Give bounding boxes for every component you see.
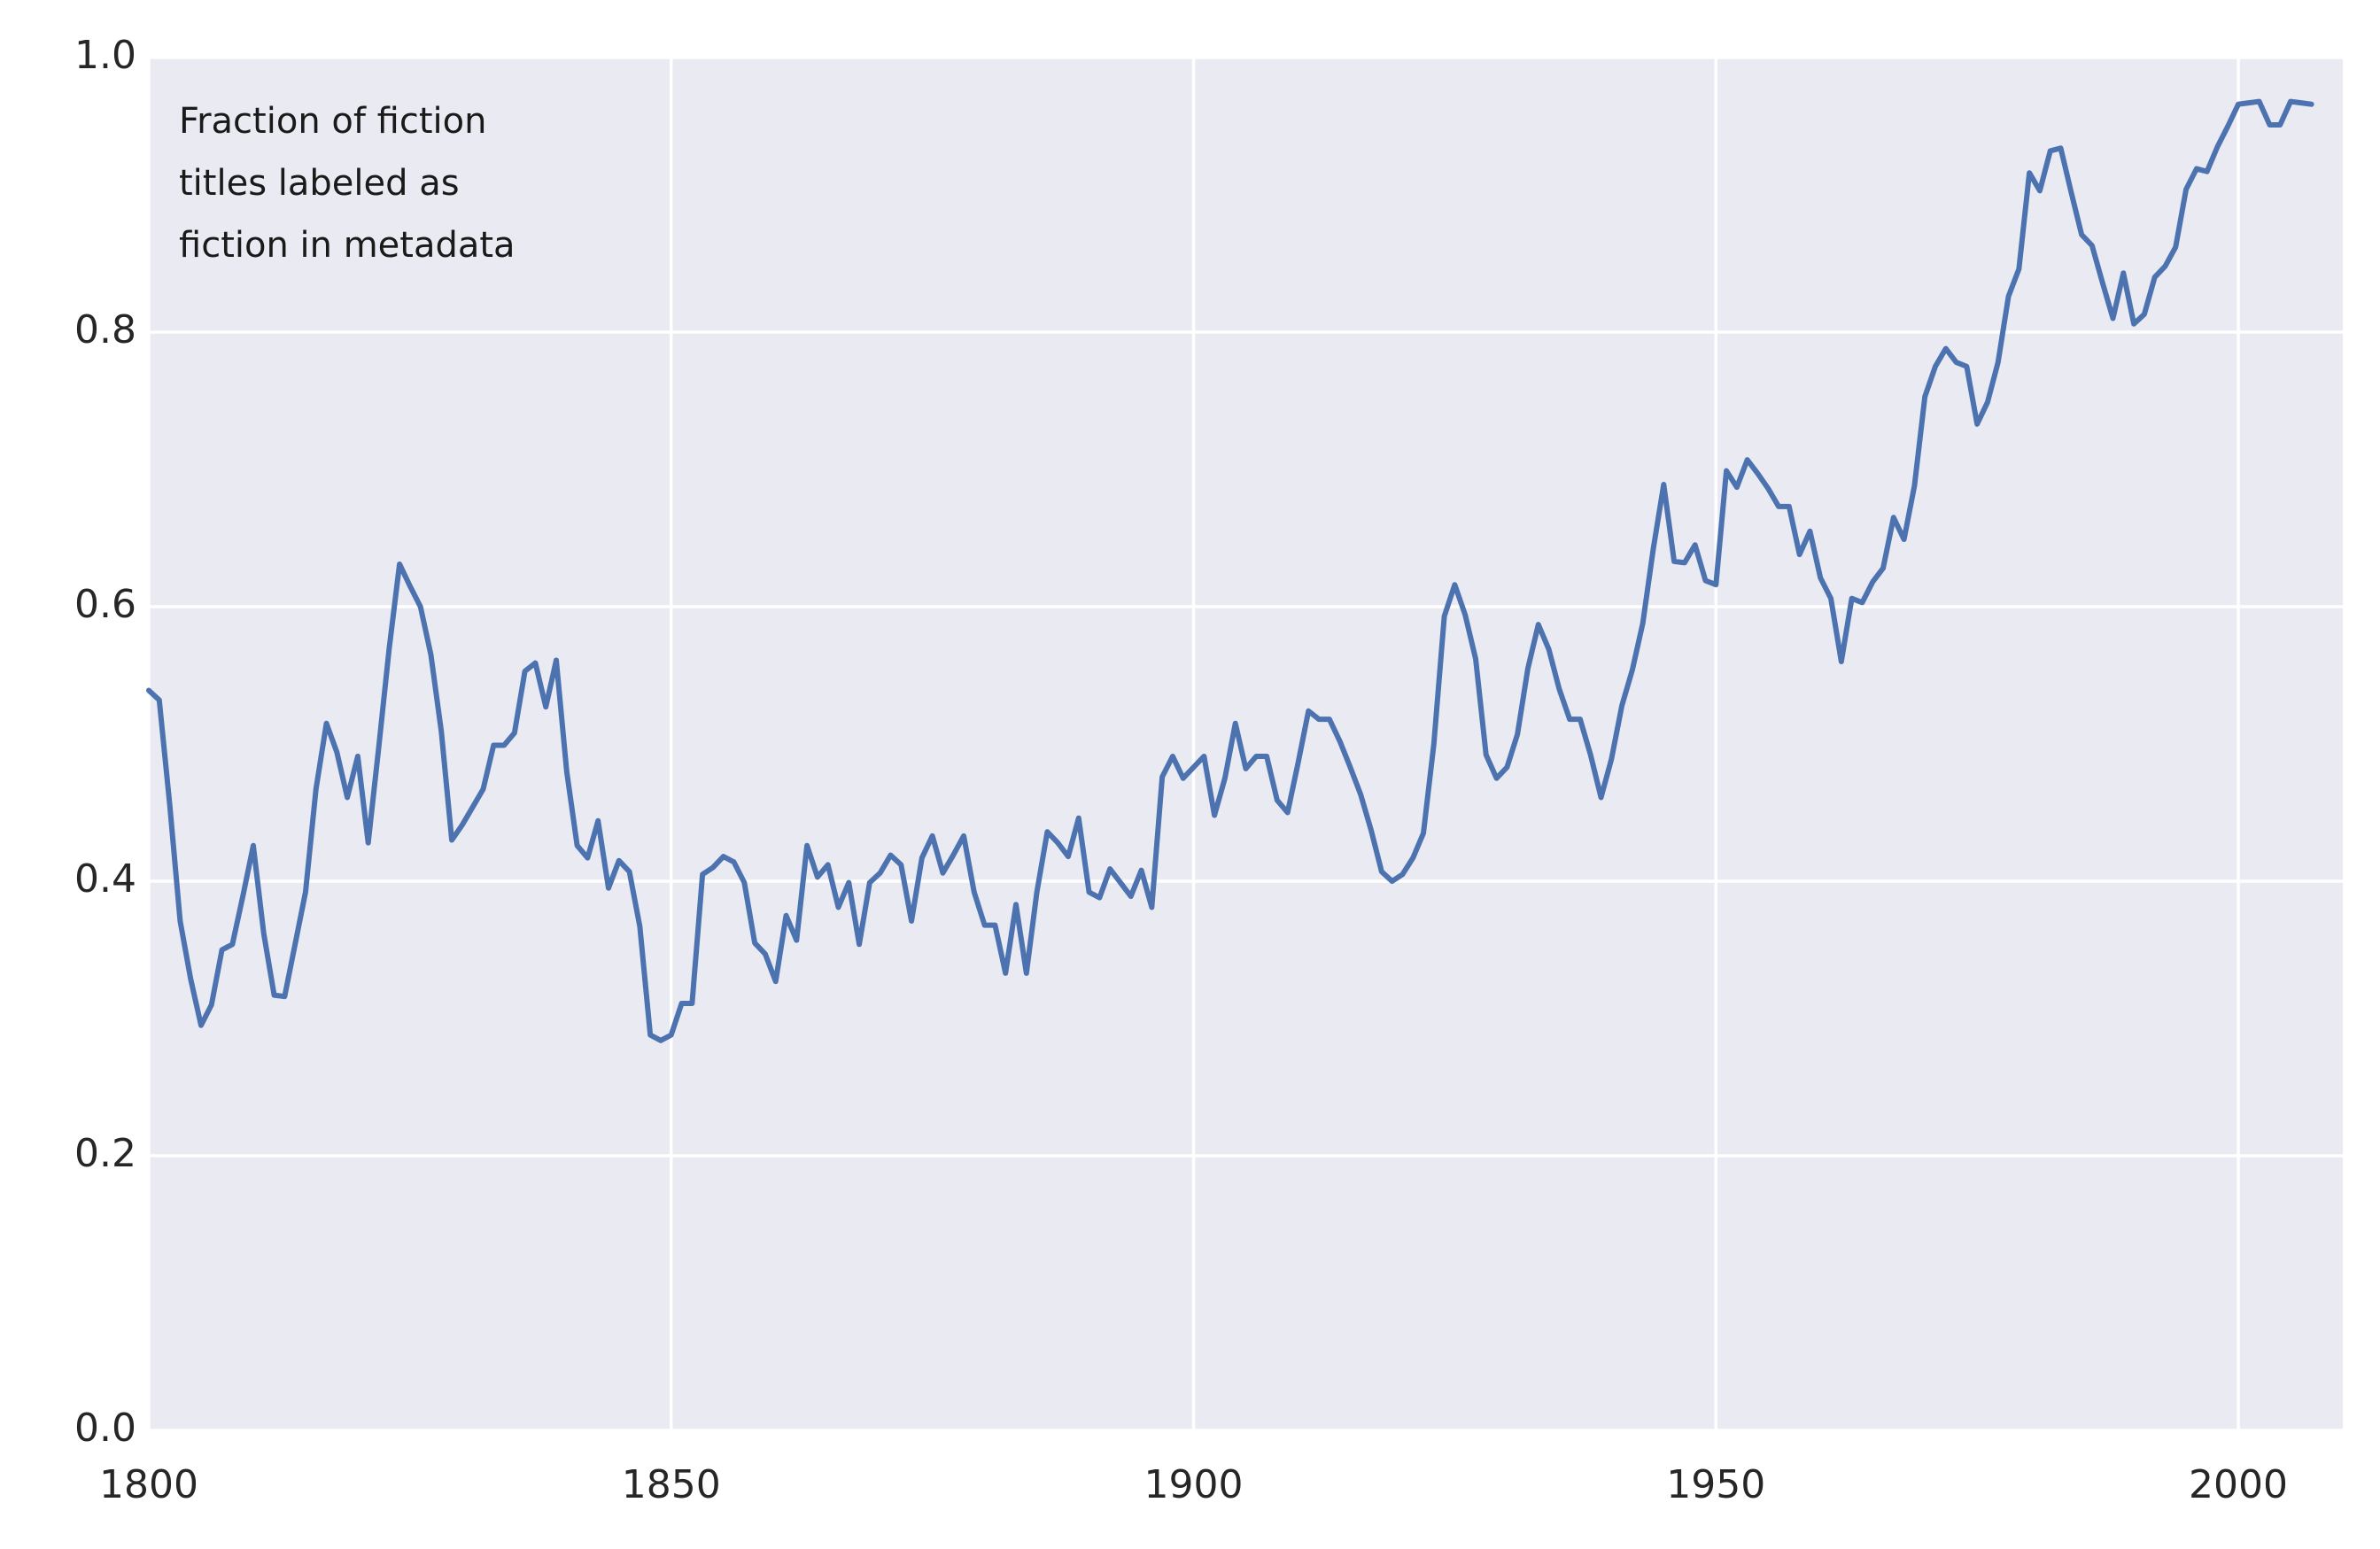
- y-tick-label: 1.0: [74, 33, 136, 78]
- data-line: [146, 98, 2314, 1043]
- y-tick-label: 0.4: [74, 856, 136, 902]
- y-tick-label: 0.8: [74, 307, 136, 352]
- y-tick-label: 0.0: [74, 1406, 136, 1451]
- annotation: Fraction of fiction: [179, 101, 486, 142]
- x-tick-label: 2000: [2189, 1462, 2288, 1507]
- x-tick-label: 1950: [1666, 1462, 1765, 1507]
- y-tick-label: 0.6: [74, 582, 136, 627]
- x-tick-label: 1850: [622, 1462, 721, 1507]
- annotation: titles labeled as: [179, 163, 460, 204]
- plot-background: [149, 58, 2343, 1430]
- y-tick-label: 0.2: [74, 1131, 136, 1176]
- annotation: fiction in metadata: [179, 225, 516, 266]
- x-tick-label: 1800: [99, 1462, 198, 1507]
- x-tick-label: 1900: [1144, 1462, 1244, 1507]
